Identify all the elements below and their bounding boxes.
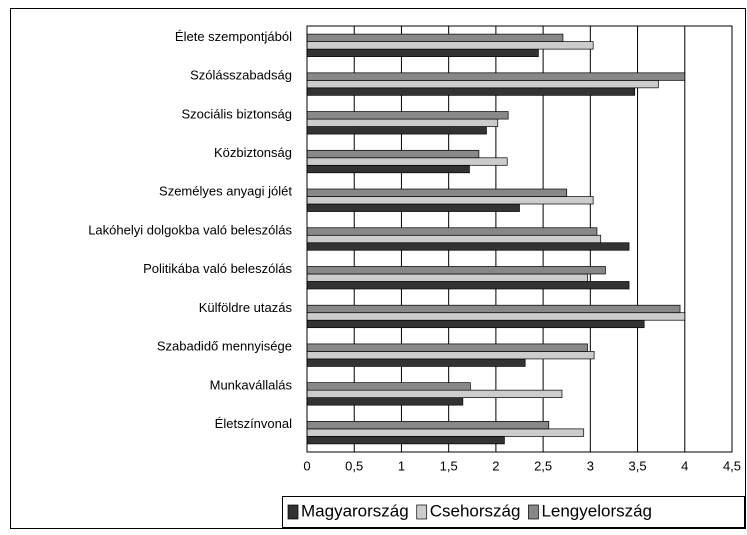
bar <box>306 397 464 406</box>
bar <box>306 428 585 437</box>
legend-label: Csehország <box>430 501 521 520</box>
bar <box>306 48 539 57</box>
bar <box>306 234 602 244</box>
bar <box>306 164 470 174</box>
x-tick-label: 1 <box>398 458 405 473</box>
x-tick-label: 3,5 <box>629 458 647 473</box>
bar <box>306 304 681 314</box>
bar <box>306 242 630 251</box>
x-tick-label: 0 <box>303 458 310 473</box>
x-tick-label: 3 <box>587 458 594 473</box>
legend-swatch <box>528 504 539 520</box>
bar <box>306 126 487 135</box>
bar <box>306 281 630 290</box>
legend-label: Lengyelország <box>541 501 652 520</box>
y-tick-label: Szabadidő mennyisége <box>157 339 292 354</box>
x-tick-label: 1,5 <box>440 458 458 473</box>
bar <box>306 343 588 352</box>
y-tick-label: Közbiztonság <box>214 145 292 160</box>
y-tick-label: Munkavállalás <box>210 377 293 392</box>
bar <box>306 203 520 212</box>
bar <box>306 351 595 360</box>
bar <box>306 111 509 120</box>
x-tick-label: 2 <box>492 458 499 473</box>
bar <box>306 157 508 166</box>
y-tick-label: Személyes anyagi jólét <box>159 184 292 199</box>
y-tick-label: Politikába való beleszólás <box>143 261 292 276</box>
bar <box>306 312 686 321</box>
bar <box>306 72 686 81</box>
y-tick-label: Lakóhelyi dolgokba való beleszólás <box>88 222 292 237</box>
x-tick-label: 4 <box>681 458 688 473</box>
legend-box <box>282 496 745 528</box>
bar <box>306 188 568 197</box>
y-tick-label: Élete szempontjából <box>175 29 292 44</box>
x-tick-label: 4,5 <box>723 458 741 473</box>
bar <box>306 382 471 391</box>
bar <box>306 389 563 399</box>
bar <box>306 319 645 329</box>
y-tick-label: Szólásszabadság <box>190 68 292 83</box>
bar <box>306 118 499 127</box>
x-tick-label: 0,5 <box>345 458 363 473</box>
bar <box>306 358 526 367</box>
bar <box>306 266 606 275</box>
y-tick-label: Életszínvonal <box>215 416 292 431</box>
bar <box>306 41 594 50</box>
bar <box>306 149 480 159</box>
bar <box>306 79 659 89</box>
bar <box>306 273 588 282</box>
bar <box>306 196 594 205</box>
bar <box>306 436 505 445</box>
x-tick-label: 2,5 <box>534 458 552 473</box>
legend-swatch <box>416 504 428 520</box>
bar <box>306 421 550 430</box>
bar <box>306 33 564 42</box>
legend-swatch <box>287 504 299 520</box>
bar <box>306 87 636 96</box>
legend-label: Magyarország <box>301 501 409 520</box>
y-tick-label: Szociális biztonság <box>181 106 292 121</box>
bar <box>306 227 598 236</box>
y-tick-label: Külföldre utazás <box>199 300 293 315</box>
